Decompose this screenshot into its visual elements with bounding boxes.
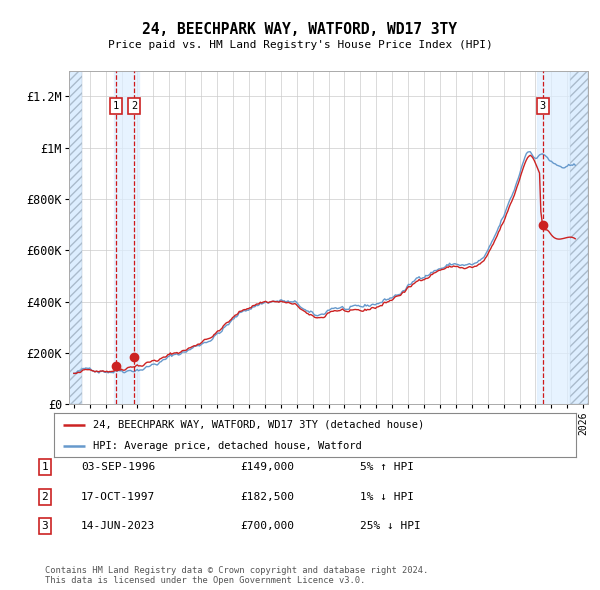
Text: 25% ↓ HPI: 25% ↓ HPI (360, 522, 421, 531)
Bar (537, 71, 569, 404)
Text: Contains HM Land Registry data © Crown copyright and database right 2024.
This d: Contains HM Land Registry data © Crown c… (45, 566, 428, 585)
Text: 2: 2 (131, 101, 137, 111)
Text: 3: 3 (539, 101, 546, 111)
Bar (113, 71, 139, 404)
Text: 2: 2 (41, 492, 49, 502)
Text: £149,000: £149,000 (240, 463, 294, 472)
Text: 5% ↑ HPI: 5% ↑ HPI (360, 463, 414, 472)
Text: HPI: Average price, detached house, Watford: HPI: Average price, detached house, Watf… (93, 441, 362, 451)
Text: 1% ↓ HPI: 1% ↓ HPI (360, 492, 414, 502)
Text: Price paid vs. HM Land Registry's House Price Index (HPI): Price paid vs. HM Land Registry's House … (107, 40, 493, 50)
Bar (69, 71, 82, 404)
Text: 3: 3 (41, 522, 49, 531)
Text: 1: 1 (41, 463, 49, 472)
Text: 17-OCT-1997: 17-OCT-1997 (81, 492, 155, 502)
Text: 24, BEECHPARK WAY, WATFORD, WD17 3TY: 24, BEECHPARK WAY, WATFORD, WD17 3TY (143, 22, 458, 37)
Bar (571, 71, 588, 404)
Text: 14-JUN-2023: 14-JUN-2023 (81, 522, 155, 531)
Text: £182,500: £182,500 (240, 492, 294, 502)
Text: 03-SEP-1996: 03-SEP-1996 (81, 463, 155, 472)
Text: 24, BEECHPARK WAY, WATFORD, WD17 3TY (detached house): 24, BEECHPARK WAY, WATFORD, WD17 3TY (de… (93, 420, 424, 430)
Text: 1: 1 (113, 101, 119, 111)
Text: £700,000: £700,000 (240, 522, 294, 531)
